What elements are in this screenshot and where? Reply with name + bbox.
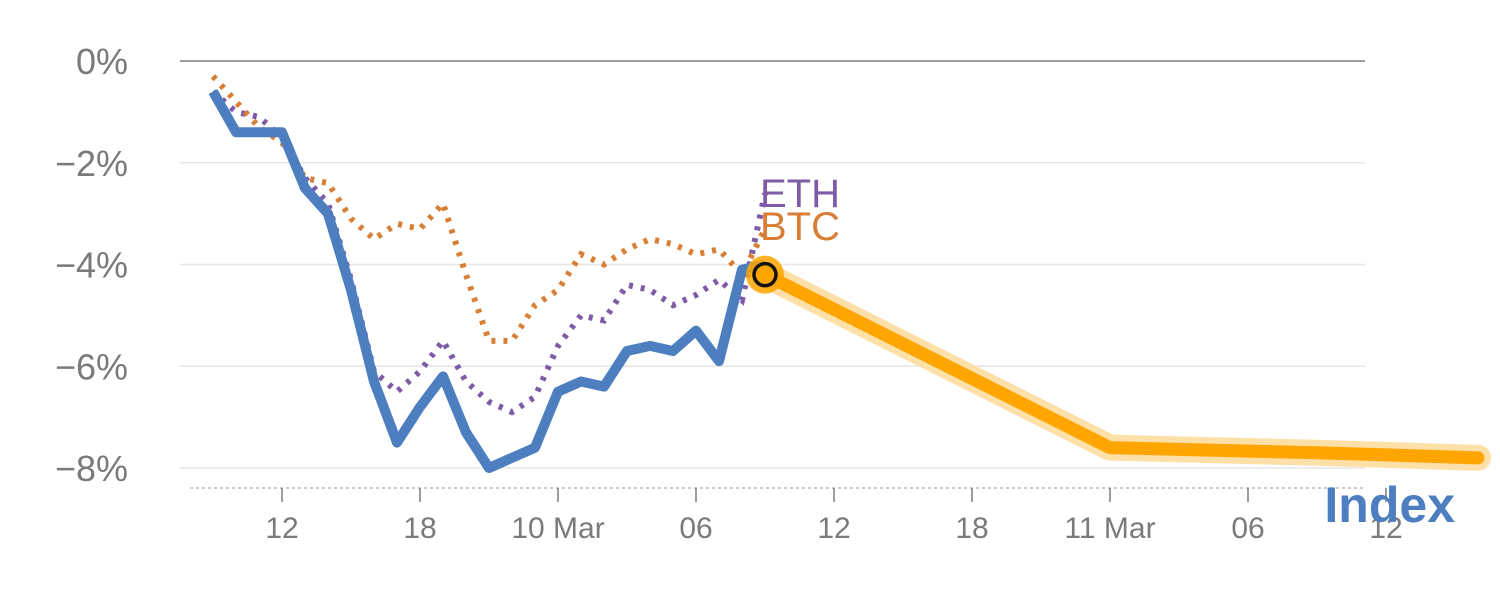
y-tick-label: −8% bbox=[55, 448, 128, 489]
y-tick-label: −2% bbox=[55, 143, 128, 184]
series-labels: ETH BTC Index bbox=[760, 172, 1455, 533]
series-group bbox=[208, 74, 1491, 473]
y-tick-label: 0% bbox=[76, 41, 128, 82]
x-tick-label: 18 bbox=[955, 512, 988, 545]
series-label-btc: BTC bbox=[760, 205, 840, 249]
x-tick-label: 06 bbox=[679, 512, 712, 545]
y-axis: 0% −2% −4% −6% −8% bbox=[55, 41, 128, 489]
series-line-projection bbox=[758, 268, 1485, 465]
series-line-eth bbox=[211, 89, 768, 416]
x-tick-label: 12 bbox=[265, 512, 298, 545]
current-value-marker bbox=[752, 261, 778, 288]
x-tick-label: 10 Mar bbox=[511, 512, 604, 545]
x-axis: 12 18 10 Mar 06 12 18 11 Mar 06 12 bbox=[190, 487, 1403, 545]
series-label-eth: ETH bbox=[760, 172, 840, 216]
x-tick-label: 12 bbox=[1369, 512, 1402, 545]
series-line-btc bbox=[210, 74, 768, 344]
series-line-index bbox=[208, 89, 767, 473]
x-tick-label: 06 bbox=[1231, 512, 1264, 545]
series-label-index: Index bbox=[1324, 477, 1455, 533]
x-tick-label: 11 Mar bbox=[1064, 512, 1155, 545]
y-tick-label: −4% bbox=[55, 245, 128, 286]
y-tick-label: −6% bbox=[55, 346, 128, 387]
x-tick-label: 12 bbox=[817, 512, 850, 545]
x-tick-label: 18 bbox=[403, 512, 436, 545]
